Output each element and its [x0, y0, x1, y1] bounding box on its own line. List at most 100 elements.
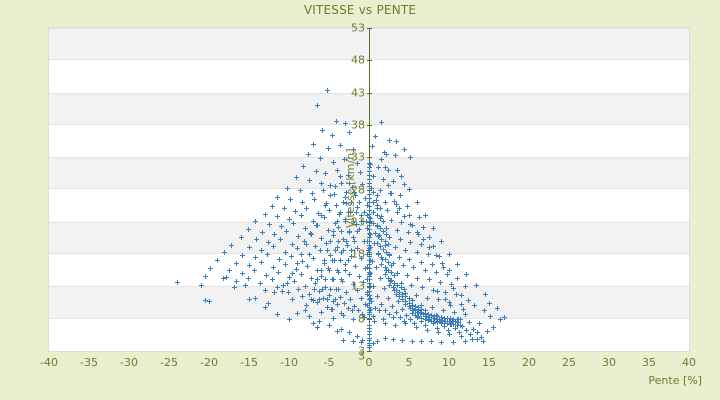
data-point [440, 264, 446, 270]
data-point [444, 321, 450, 327]
data-point [374, 338, 380, 344]
data-point [304, 263, 310, 269]
y-tick-label: 8 [358, 312, 365, 326]
data-point [346, 271, 352, 277]
data-point [384, 268, 390, 274]
y-tick-mark [367, 157, 372, 159]
data-point [269, 203, 275, 209]
y-tick-mark [367, 318, 372, 320]
data-point [316, 318, 322, 324]
data-point [395, 210, 401, 216]
data-point [377, 216, 383, 222]
data-point [419, 319, 425, 325]
data-point [385, 267, 391, 273]
data-point [293, 267, 299, 273]
data-point [401, 146, 407, 152]
data-point [356, 274, 362, 280]
y-tick-mark [367, 286, 372, 288]
data-point [392, 272, 398, 278]
data-point [390, 336, 396, 342]
data-point [451, 322, 457, 327]
data-point [274, 214, 280, 220]
data-point [474, 336, 480, 342]
data-point [320, 127, 326, 133]
data-point [433, 269, 439, 275]
data-point [252, 255, 258, 261]
data-point [227, 268, 233, 274]
data-point [445, 327, 451, 333]
data-point [413, 325, 419, 331]
data-point [388, 262, 394, 268]
data-point [390, 260, 396, 266]
data-point [326, 207, 332, 213]
y-tick-mark [367, 60, 372, 62]
data-point [437, 319, 443, 325]
data-point [440, 318, 446, 324]
data-point [484, 329, 490, 335]
data-point [336, 269, 342, 275]
data-point [342, 267, 348, 273]
data-point [372, 318, 378, 324]
data-point [233, 278, 239, 284]
data-point [409, 338, 415, 344]
data-point [435, 320, 441, 326]
data-point [456, 330, 462, 336]
data-point [321, 258, 327, 264]
data-point [309, 190, 315, 196]
y-tick-label: 13 [351, 279, 365, 293]
data-point [315, 268, 321, 274]
data-point [412, 321, 418, 327]
data-point [214, 258, 220, 264]
data-point [447, 332, 453, 338]
x-tick-label: 10 [442, 356, 456, 369]
y-tick-label: 18 [351, 247, 365, 261]
x-tick-label: -20 [200, 356, 218, 369]
data-point [377, 205, 383, 211]
data-point [438, 340, 444, 346]
data-point [392, 323, 398, 329]
x-tick-label: 35 [642, 356, 656, 369]
data-point [373, 264, 379, 270]
data-point [401, 318, 407, 324]
data-point [377, 276, 383, 282]
y-tick-mark [367, 221, 372, 223]
data-point [464, 272, 470, 278]
data-point [426, 277, 432, 283]
x-tick-label: -40 [40, 356, 58, 369]
data-point [381, 149, 387, 155]
data-point [378, 214, 384, 220]
data-point [407, 257, 413, 263]
data-point [423, 323, 429, 329]
data-point [454, 261, 460, 267]
data-point [434, 325, 440, 331]
data-point [392, 280, 398, 286]
data-point [310, 321, 316, 327]
x-tick-label: 20 [522, 356, 536, 369]
x-tick-label: -30 [120, 356, 138, 369]
data-point [394, 270, 400, 276]
x-tick-label: 40 [682, 356, 696, 369]
y-tick-label-bottom: 3 [358, 349, 365, 363]
data-point [396, 255, 402, 261]
data-point [375, 206, 381, 212]
y-axis-label: Vitesse [km/h] [344, 148, 357, 229]
data-point [369, 144, 375, 150]
data-point [476, 321, 482, 327]
data-point [388, 190, 394, 196]
data-point [233, 260, 239, 266]
data-point [374, 213, 380, 219]
data-point [393, 201, 399, 207]
data-point [337, 209, 343, 215]
data-point [422, 212, 428, 218]
data-point [334, 267, 340, 273]
data-point [340, 338, 346, 344]
data-point [443, 318, 449, 324]
data-point [203, 273, 209, 279]
data-point [446, 268, 452, 274]
data-point [321, 215, 327, 221]
data-point [288, 197, 294, 203]
data-point [371, 199, 377, 205]
data-point [382, 265, 388, 271]
data-point [370, 340, 376, 346]
data-point [276, 257, 282, 263]
